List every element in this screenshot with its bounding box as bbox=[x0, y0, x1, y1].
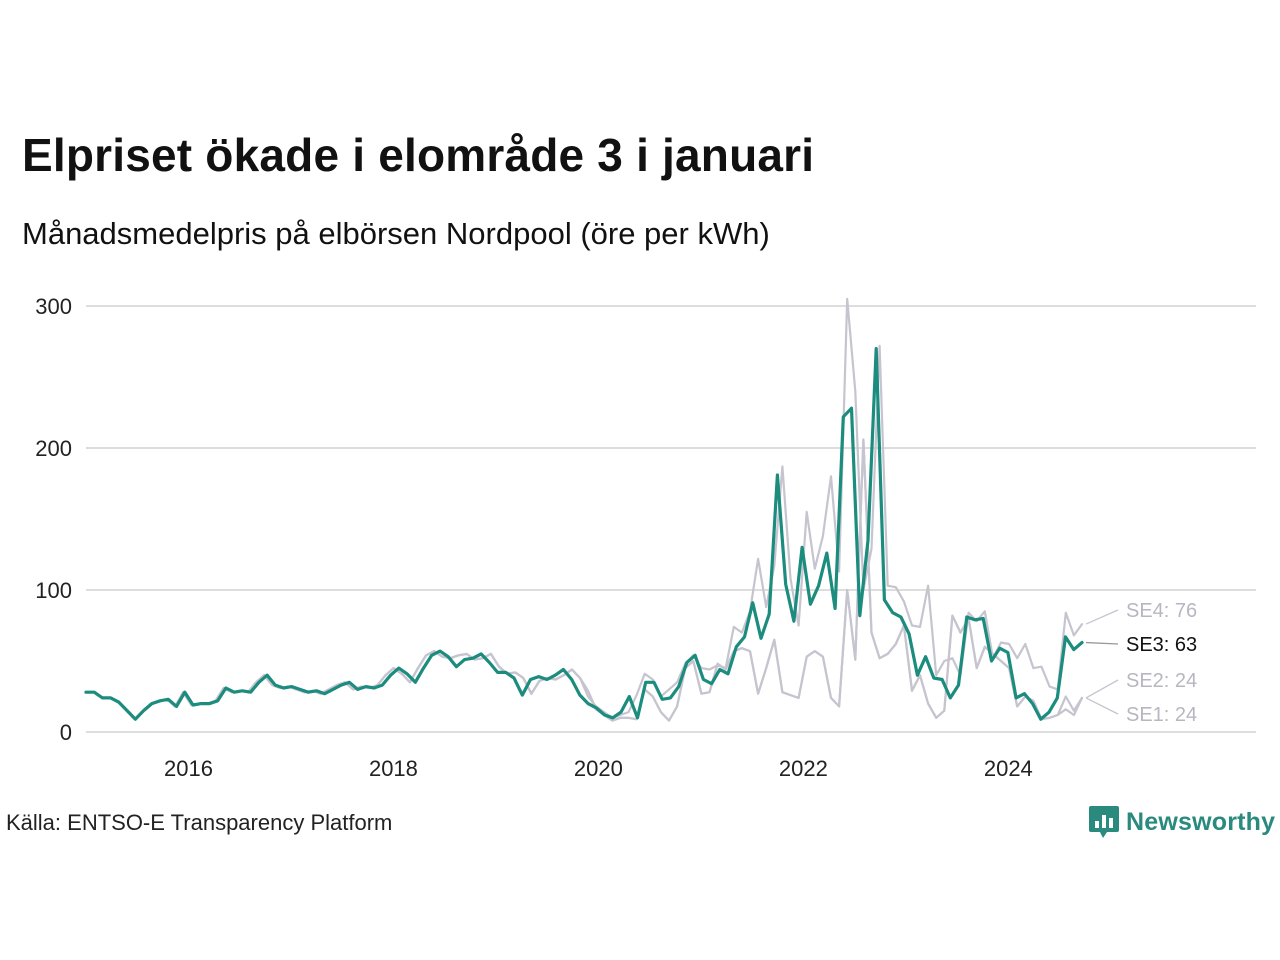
y-axis-ticks: 0 100 200 300 bbox=[35, 294, 72, 745]
end-label-connector bbox=[1085, 641, 1119, 645]
x-tick-label: 2016 bbox=[164, 756, 213, 781]
grid-lines bbox=[86, 305, 1256, 733]
series-line-se3 bbox=[84, 347, 1084, 721]
end-label-se2: SE2: 24 bbox=[1126, 670, 1197, 692]
y-tick-label: 0 bbox=[60, 720, 72, 745]
end-label-connector bbox=[1085, 609, 1119, 625]
y-tick-label: 300 bbox=[35, 294, 72, 319]
chart-subtitle: Månadsmedelpris på elbörsen Nordpool (ör… bbox=[22, 216, 770, 251]
x-tick-label: 2020 bbox=[574, 756, 623, 781]
brand-name: Newsworthy bbox=[1126, 807, 1276, 836]
y-tick-label: 200 bbox=[35, 436, 72, 461]
series-lines bbox=[84, 297, 1084, 722]
end-label-se3: SE3: 63 bbox=[1126, 634, 1197, 656]
series-end-labels: SE1: 24 SE2: 24 SE4: 76 SE3: 63 bbox=[1085, 600, 1197, 726]
end-label-se4: SE4: 76 bbox=[1126, 600, 1197, 622]
end-label-connector bbox=[1085, 697, 1119, 715]
y-tick-label: 100 bbox=[35, 578, 72, 603]
bar-chart-icon bbox=[1089, 806, 1119, 838]
end-label-se1: SE1: 24 bbox=[1126, 704, 1197, 726]
x-axis-ticks: 2016 2018 2020 2022 2024 bbox=[164, 756, 1033, 781]
end-label-connector bbox=[1085, 679, 1119, 699]
brand-logo[interactable]: Newsworthy bbox=[1088, 804, 1275, 840]
x-tick-label: 2018 bbox=[369, 756, 418, 781]
series-line-se4 bbox=[84, 297, 1084, 721]
x-tick-label: 2022 bbox=[779, 756, 828, 781]
x-tick-label: 2024 bbox=[984, 756, 1033, 781]
chart-title: Elpriset ökade i elområde 3 i januari bbox=[22, 129, 815, 181]
source-note: Källa: ENTSO-E Transparency Platform bbox=[6, 810, 393, 835]
